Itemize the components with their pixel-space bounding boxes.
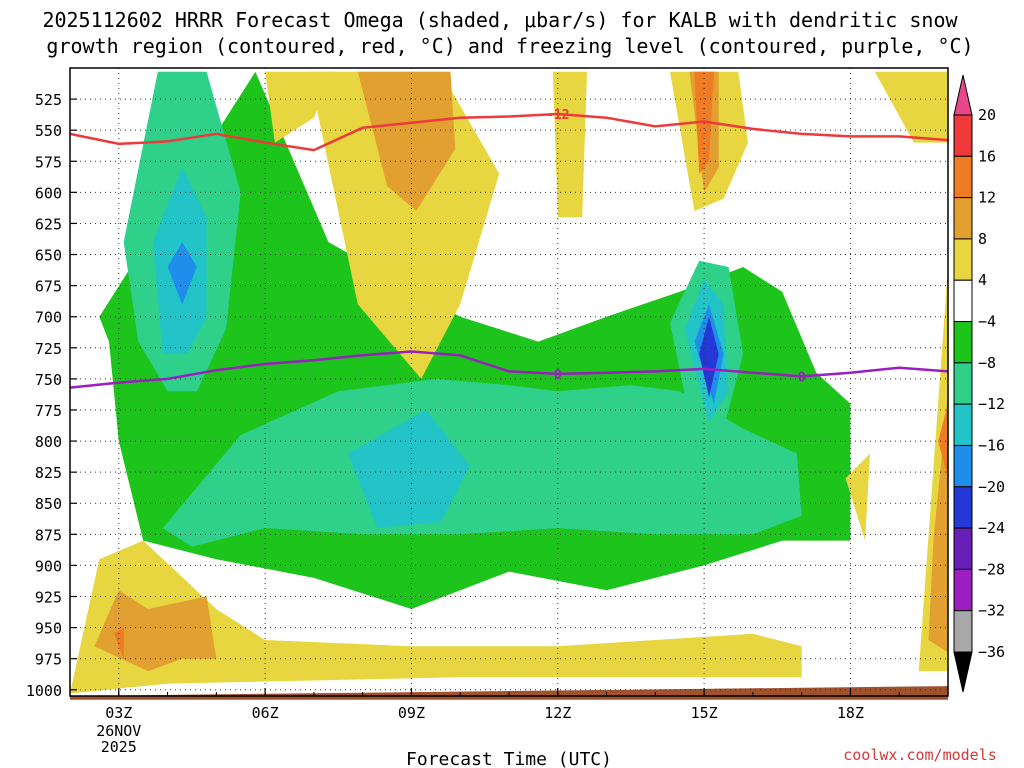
x-tick-label-09Z: 09Z: [398, 704, 425, 722]
omega-region-yellow-upper-left-small: [265, 71, 334, 143]
colorbar-top-triangle: [953, 74, 973, 116]
omega-region-orange2-right-edge: [938, 403, 948, 479]
colorbar-label-6: −8: [978, 354, 996, 372]
omega-region-blue-left-core: [167, 242, 197, 305]
colorbar-label-3: 8: [978, 230, 987, 248]
freezing-contour-label-2: 0: [798, 370, 806, 385]
omega-region-yellow-12z-column: [552, 71, 587, 218]
y-tick-label-850: 850: [35, 495, 62, 513]
dendritic-contour-label: -12: [546, 108, 569, 123]
colorbar-bottom-triangle: [953, 651, 973, 693]
y-tick-label-650: 650: [35, 247, 62, 265]
colorbar-segment-8: [953, 444, 973, 488]
x-axis-label: Forecast Time (UTC): [406, 749, 612, 768]
y-tick-label-875: 875: [35, 526, 62, 544]
omega-region-cyan-lower-band: [348, 410, 470, 529]
y-tick-label-625: 625: [35, 215, 62, 233]
y-tick-label-575: 575: [35, 153, 62, 171]
colorbar-label-1: 16: [978, 147, 996, 165]
colorbar-segment-0: [953, 114, 973, 157]
colorbar-label-8: −16: [978, 436, 1005, 454]
freezing-contour-label: 0: [554, 368, 562, 383]
x-tick-label-12Z: 12Z: [544, 704, 571, 722]
y-tick-label-975: 975: [35, 651, 62, 669]
y-tick-label-550: 550: [35, 122, 62, 140]
x-date-label-1: 2025: [101, 738, 137, 756]
y-tick-label-600: 600: [35, 184, 62, 202]
x-tick-label-06Z: 06Z: [252, 704, 279, 722]
chart-title-line-2: growth region (contoured, red, °C) and f…: [46, 34, 973, 58]
colorbar-label-5: −4: [978, 313, 996, 331]
plot-area: -12 0 0: [69, 67, 949, 700]
y-tick-label-675: 675: [35, 278, 62, 296]
y-tick-label-800: 800: [35, 433, 62, 451]
y-tick-label-1000: 1000: [26, 682, 62, 700]
colorbar-label-13: −36: [978, 643, 1005, 661]
omega-region-navy-15z-core: [699, 316, 719, 398]
omega-region-upper-left-white-gap: [70, 71, 109, 243]
omega-region-teal-lower-band: [162, 378, 802, 547]
colorbar-segment-9: [953, 486, 973, 529]
omega-region-yellow-lower-left: [70, 540, 802, 694]
y-tick-label-775: 775: [35, 402, 62, 420]
omega-region-orange-upper-mid: [357, 71, 456, 211]
colorbar-segment-3: [953, 238, 973, 281]
colorbar-label-10: −24: [978, 519, 1005, 537]
colorbar-segment-2: [953, 197, 973, 240]
y-tick-label-525: 525: [35, 91, 62, 109]
colorbar-segment-5: [953, 321, 973, 364]
omega-region-orange-lower-left: [94, 590, 217, 672]
chart-title-line-1: 2025112602 HRRR Forecast Omega (shaded, …: [42, 8, 958, 32]
colorbar-segment-6: [953, 362, 973, 405]
y-tick-label-750: 750: [35, 371, 62, 389]
colorbar-label-2: 12: [978, 189, 996, 207]
x-tick-label-15Z: 15Z: [691, 704, 718, 722]
colorbar-segment-1: [953, 155, 973, 199]
x-date-label-0: 26NOV: [96, 722, 141, 740]
colorbar-segment-4: [953, 279, 973, 323]
colorbar-segment-7: [953, 403, 973, 446]
credit-text: coolwx.com/models: [843, 746, 997, 764]
x-tick-label-18Z: 18Z: [837, 704, 864, 722]
y-tick-label-950: 950: [35, 620, 62, 638]
colorbar-label-4: 4: [978, 271, 987, 289]
freezing-contour: [69, 350, 949, 389]
colorbar-label-0: 20: [978, 106, 996, 124]
colorbar-label-9: −20: [978, 478, 1005, 496]
colorbar-label-12: −32: [978, 602, 1005, 620]
x-tick-label-03Z: 03Z: [105, 704, 132, 722]
colorbar-segment-11: [953, 568, 973, 612]
y-axis: 525 550 575 600 625 650 675 700 725 750 775 800 825 8…: [26, 91, 77, 700]
contour-lines: -12 0 0: [69, 108, 949, 389]
dendritic-contour: [69, 112, 949, 152]
colorbar-label-11: −28: [978, 560, 1005, 578]
colorbar: 20 16 12 8 4 −4 −8 −12 −16 −20 −24 −28 −32 −36: [953, 74, 1005, 693]
y-tick-label-700: 700: [35, 309, 62, 327]
colorbar-segment-10: [953, 527, 973, 570]
y-tick-label-825: 825: [35, 464, 62, 482]
omega-region-yellow-lower-right-mid: [845, 453, 870, 541]
y-tick-label-725: 725: [35, 340, 62, 358]
colorbar-segment-12: [953, 610, 973, 653]
omega-region-yellow-upper-right: [874, 71, 948, 143]
y-tick-label-925: 925: [35, 589, 62, 607]
colorbar-label-7: −12: [978, 395, 1005, 413]
y-tick-label-900: 900: [35, 557, 62, 575]
